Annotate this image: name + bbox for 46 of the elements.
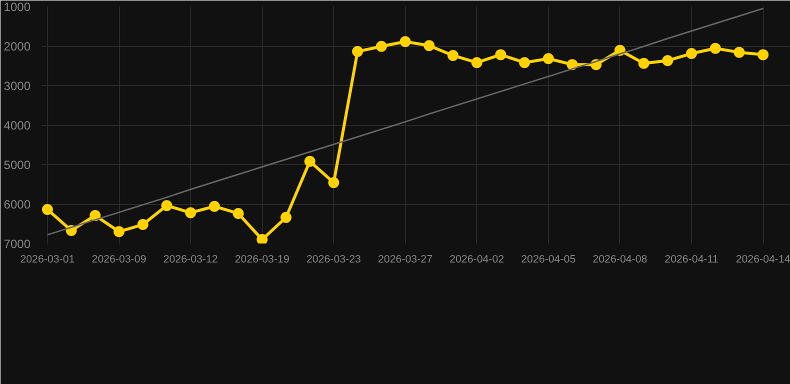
point xyxy=(758,49,769,60)
point xyxy=(114,226,125,238)
line-series xyxy=(46,8,764,236)
point xyxy=(424,40,435,52)
x-tick-label: 2026-04-11 xyxy=(664,254,718,266)
point xyxy=(208,200,220,212)
point xyxy=(256,234,268,244)
point xyxy=(734,46,745,58)
point xyxy=(447,50,458,61)
x-tick-label: 2026-04-05 xyxy=(521,254,576,266)
y-tick-label: 3000 xyxy=(4,79,31,93)
point xyxy=(400,36,411,48)
point xyxy=(710,42,721,54)
point xyxy=(137,219,148,230)
point xyxy=(519,57,530,68)
y-tick-label: 4000 xyxy=(4,118,31,132)
point xyxy=(42,204,53,216)
point xyxy=(471,57,482,68)
point xyxy=(185,207,196,218)
x-tick-label: 2026-04-02 xyxy=(450,254,504,266)
point xyxy=(638,58,650,69)
y-tick-label: 6000 xyxy=(4,198,31,212)
x-tick-label: 2026-03-09 xyxy=(92,254,146,266)
y-tick-label: 1000 xyxy=(4,0,31,14)
x-tick-label: 2026-03-27 xyxy=(378,254,433,266)
point xyxy=(280,212,292,223)
x-tick-label: 2026-04-14 xyxy=(736,254,790,266)
point xyxy=(161,200,172,212)
point xyxy=(495,49,506,60)
y-tick-label: 2000 xyxy=(4,40,31,54)
point xyxy=(352,46,364,58)
x-tick-label: 2026-03-12 xyxy=(163,254,218,266)
point xyxy=(542,53,554,64)
point xyxy=(304,156,316,167)
point xyxy=(662,55,674,66)
x-tick-label: 2026-03-19 xyxy=(234,254,290,266)
y-tick-label: 5000 xyxy=(4,158,31,172)
x-tick-label: 2026-04-08 xyxy=(592,254,648,266)
point xyxy=(328,177,340,188)
point xyxy=(90,210,101,221)
x-tick-label: 2026-03-23 xyxy=(306,254,362,266)
point xyxy=(376,40,387,52)
point xyxy=(686,48,698,59)
point xyxy=(232,208,244,219)
y-tick-label: 7000 xyxy=(4,237,31,251)
x-tick-label: 2026-03-01 xyxy=(20,254,75,266)
